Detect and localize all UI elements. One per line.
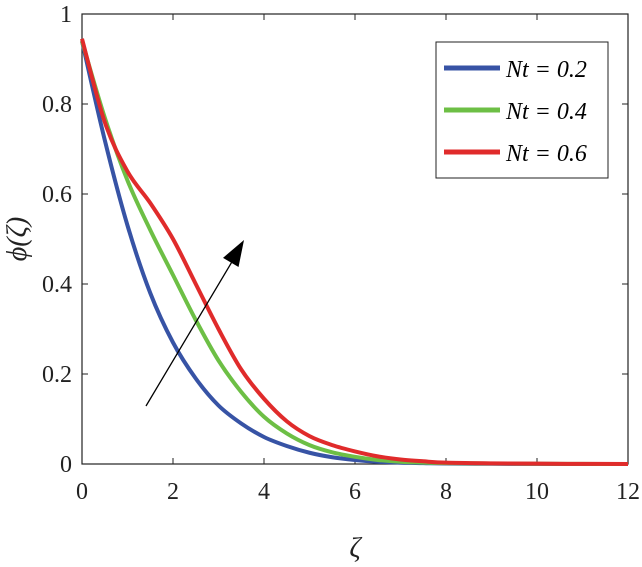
legend-label: Nt = 0.2 <box>505 57 587 83</box>
x-axis: 0 2 4 6 8 10 12 <box>76 14 640 505</box>
series-line-3 <box>80 38 629 466</box>
y-tick-label: 0.6 <box>42 182 72 208</box>
y-tick-label: 0.2 <box>42 362 72 388</box>
legend-label: Nt = 0.6 <box>505 141 587 167</box>
y-tick-label: 0.8 <box>42 92 72 118</box>
x-tick-label: 12 <box>616 479 640 505</box>
x-tick-label: 10 <box>525 479 549 505</box>
trend-arrow-head <box>223 240 244 267</box>
y-axis: 0 0.2 0.4 0.6 0.8 1 <box>42 2 628 478</box>
x-tick-label: 8 <box>440 479 452 505</box>
x-tick-label: 0 <box>76 479 88 505</box>
y-tick-label: 1 <box>60 2 72 28</box>
x-axis-label: ζ <box>349 533 362 564</box>
trend-arrow-shaft <box>145 249 240 407</box>
y-tick-label: 0.4 <box>42 272 72 298</box>
legend: Nt = 0.2 Nt = 0.4 Nt = 0.6 <box>435 41 609 179</box>
y-tick-label: 0 <box>60 452 72 478</box>
legend-label: Nt = 0.4 <box>505 99 587 125</box>
annotation-layer <box>145 240 244 407</box>
x-tick-label: 4 <box>258 479 270 505</box>
y-axis-label: ϕ(ζ) <box>2 217 33 261</box>
series-layer <box>80 38 629 466</box>
x-tick-label: 6 <box>349 479 361 505</box>
x-tick-label: 2 <box>167 479 179 505</box>
